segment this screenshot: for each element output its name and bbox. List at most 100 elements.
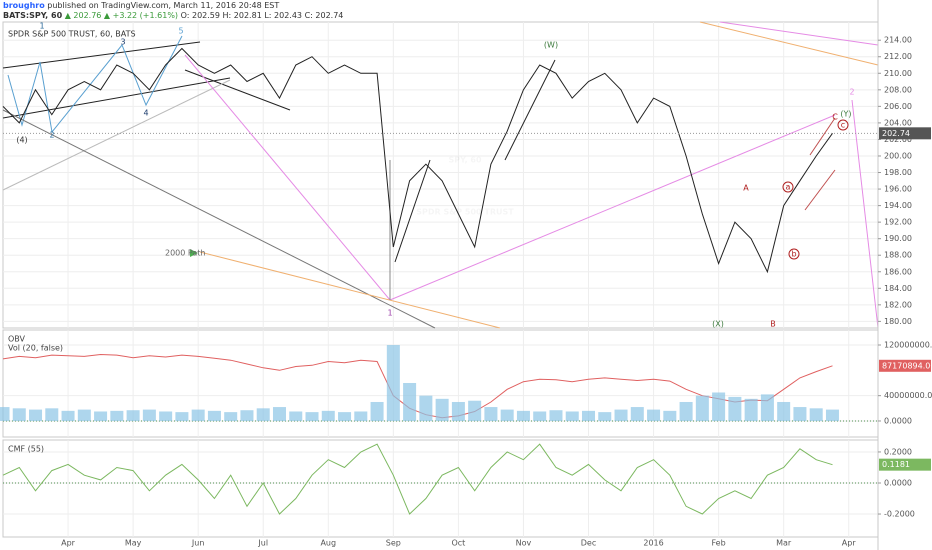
volume-bar	[728, 396, 742, 421]
x-tick-label: Nov	[516, 539, 532, 548]
last-value-box	[879, 359, 931, 372]
y-tick-label: 184.00	[884, 284, 912, 293]
volume-bar	[256, 408, 270, 421]
last-value-label: 202.74	[882, 129, 910, 138]
wave-label: 1	[387, 309, 392, 318]
wave-label: 2	[49, 131, 54, 140]
volume-bar	[647, 409, 661, 421]
volume-bar	[240, 410, 254, 421]
volume-bar	[614, 409, 628, 421]
volume-bar	[793, 407, 807, 421]
trend-line	[851, 99, 879, 329]
wave-label: B	[770, 320, 776, 329]
wave-label: b	[791, 250, 796, 259]
volume-bar	[45, 408, 59, 421]
wave-label: 2	[849, 88, 854, 97]
trend-line	[2, 41, 201, 69]
volume-bar	[419, 395, 433, 421]
volume-bar	[207, 410, 221, 421]
x-tick-label: Mar	[776, 539, 792, 548]
volume-bar	[159, 411, 173, 421]
cmf-panel	[2, 439, 879, 538]
trend-lines	[2, 21, 879, 329]
volume-bar	[500, 409, 514, 421]
watermark: SPY, 60	[448, 156, 481, 165]
y-tick-label: 210.00	[884, 69, 912, 78]
y-tick-label: 186.00	[884, 267, 912, 276]
wave-label: (X)	[712, 320, 724, 329]
price-panel	[2, 21, 879, 329]
wave-label: 1	[39, 22, 44, 31]
x-tick-label: Jun	[191, 539, 205, 548]
volume-bar	[451, 401, 465, 421]
trend-line	[389, 114, 836, 301]
path-arrow	[190, 249, 198, 257]
volume-bar	[484, 407, 498, 421]
y-tick-label: 0.0000	[884, 478, 912, 487]
trend-line	[504, 59, 556, 161]
volume-bar	[175, 412, 189, 421]
x-tick-label: Sep	[386, 539, 401, 548]
trend-line	[809, 117, 836, 156]
volume-bar	[61, 410, 75, 421]
volume-bar	[142, 409, 156, 421]
volume-bar	[533, 411, 547, 421]
series-label: CMF (55)	[8, 445, 44, 454]
y-tick-label: 200.00	[884, 151, 912, 160]
volume-bar	[516, 410, 530, 421]
trend-line	[2, 79, 231, 191]
y-tick-label: 204.00	[884, 118, 912, 127]
panel-title: SPDR S&P 500 TRUST, 60, BATS	[8, 30, 136, 39]
wave-label: (4)	[16, 136, 27, 145]
volume-bar	[760, 394, 774, 421]
x-tick-label: Dec	[581, 539, 596, 548]
price-line	[2, 47, 833, 274]
volume-bar	[191, 409, 205, 421]
volume-bar	[663, 410, 677, 421]
y-tick-label: 198.00	[884, 168, 912, 177]
y-tick-label: 0.0000	[884, 416, 912, 425]
x-tick-label: May	[125, 539, 142, 548]
last-value-label: 87170894.0000	[882, 361, 932, 370]
volume-bar	[272, 407, 286, 421]
x-tick-label: Oct	[451, 539, 465, 548]
x-tick-label: Apr	[61, 539, 76, 548]
y-tick-label: 190.00	[884, 234, 912, 243]
y-tick-label: 206.00	[884, 102, 912, 111]
volume-bar	[403, 382, 417, 421]
series-line	[2, 443, 833, 515]
volume-bar	[29, 409, 43, 421]
volume-bar	[809, 408, 823, 421]
volume-bar	[581, 410, 596, 421]
y-tick-label: 180.00	[884, 317, 912, 326]
annotation-circle	[788, 248, 800, 260]
y-tick-label: 0.2000	[884, 447, 912, 456]
volume-bar	[712, 392, 726, 421]
wave-label: (W)	[544, 41, 558, 50]
symbol: BATS:SPY, 60	[3, 11, 63, 20]
user[interactable]: broughro	[3, 1, 45, 10]
trend-line	[804, 169, 836, 211]
wave-label: c	[841, 121, 845, 130]
volume-bar	[321, 410, 335, 421]
wave-label: (Y)	[840, 110, 851, 119]
x-tick-label: Jul	[257, 539, 268, 548]
y-tick-label: 120000000.0000	[884, 341, 932, 350]
header: broughro published on TradingView.com, M…	[3, 1, 343, 21]
volume-bar	[695, 395, 709, 421]
trend-line	[2, 77, 231, 119]
series-label: Vol (20, false)	[8, 344, 63, 353]
volume-bar	[435, 398, 449, 421]
volume-bar	[744, 398, 758, 421]
last-value-box	[879, 127, 931, 140]
volume-bar	[0, 407, 10, 421]
wave-label: A	[743, 184, 749, 193]
last-value-label: 0.1181	[882, 460, 910, 469]
volume-bar	[777, 401, 791, 421]
volume-bar	[598, 412, 612, 421]
volume-bar	[468, 400, 482, 421]
wave-label: 4	[143, 109, 148, 118]
series-label: OBV	[8, 335, 26, 344]
